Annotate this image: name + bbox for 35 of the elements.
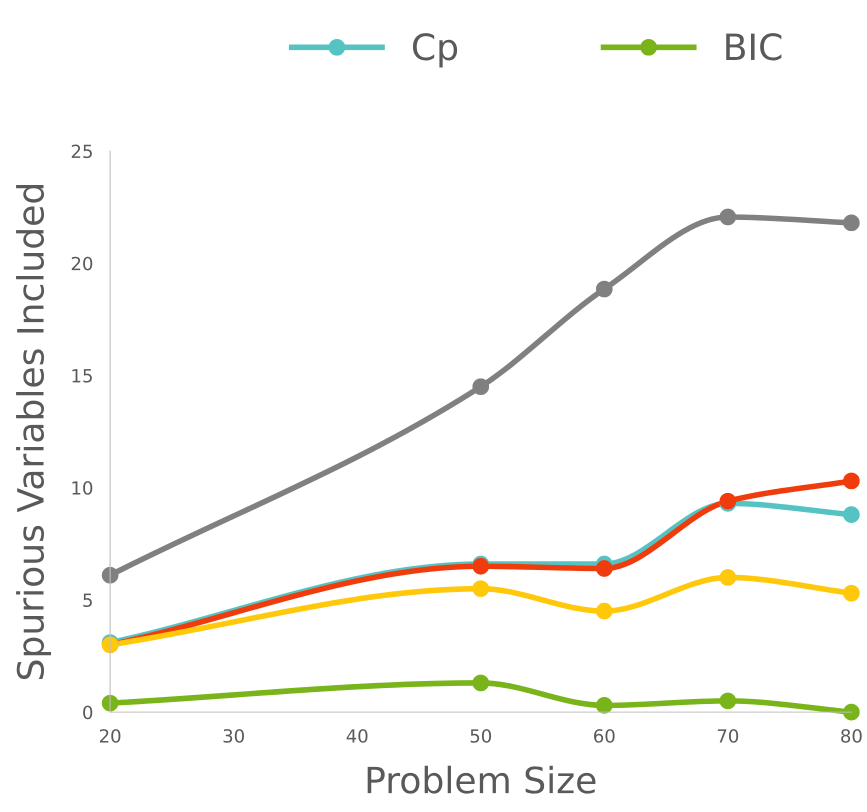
point	[720, 208, 736, 226]
point	[596, 602, 613, 620]
point	[472, 378, 490, 396]
y-tick-label: 5	[83, 594, 92, 608]
point	[102, 566, 118, 584]
point	[843, 704, 860, 720]
point	[102, 694, 118, 712]
point	[472, 558, 490, 575]
x-tick-label: 80	[841, 729, 862, 743]
point	[843, 472, 860, 490]
point	[843, 214, 860, 232]
x-tick-label: 70	[718, 729, 738, 743]
point	[720, 569, 736, 586]
point	[720, 692, 736, 710]
y-axis-title: Spurious Variables Included	[16, 184, 52, 680]
point	[596, 697, 613, 714]
x-tick-label: 20	[100, 729, 120, 743]
y-tick-label: 15	[72, 369, 92, 383]
point	[596, 560, 613, 577]
point	[843, 506, 860, 523]
y-tick-label: 20	[72, 256, 92, 270]
point	[843, 584, 860, 602]
x-tick-label: 60	[594, 729, 615, 743]
x-axis-title: Problem Size	[368, 766, 596, 794]
x-tick-label: 40	[346, 729, 368, 743]
x-tick-label: 30	[224, 729, 244, 743]
legend-label: BIC	[726, 33, 782, 60]
point	[472, 580, 490, 598]
legend-label: Cp	[412, 33, 458, 68]
y-tick-label: 25	[72, 144, 92, 158]
y-tick-label: 0	[83, 706, 92, 720]
point	[472, 674, 490, 692]
x-tick-label: 50	[470, 729, 492, 743]
point	[596, 280, 613, 298]
y-tick-label: 10	[72, 481, 92, 495]
